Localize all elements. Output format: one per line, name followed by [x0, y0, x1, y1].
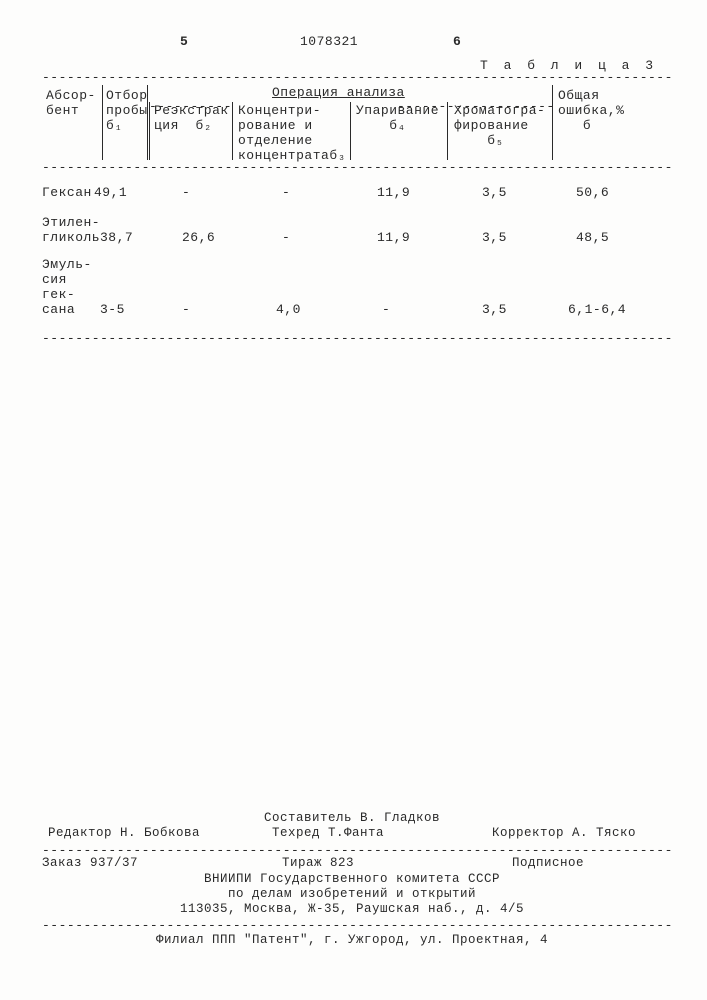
footer-order: Заказ 937/37 [42, 856, 138, 870]
data-table: ----------------------------------------… [42, 70, 672, 346]
footer-addr1: 113035, Москва, Ж-35, Раушская наб., д. … [42, 901, 662, 917]
cell-b5: 3,5 [482, 230, 507, 245]
table-rule-mid: ----------------------------------------… [42, 160, 672, 175]
table-row: Эмуль- сия гек- сана 3-5 - 4,0 - 3,5 6,1… [42, 257, 672, 319]
cell-name: Эмуль- сия гек- сана [42, 257, 92, 317]
table-rule-top: ----------------------------------------… [42, 70, 672, 85]
col-total: Общая ошибка,% б [558, 88, 624, 133]
page: 5 1078321 6 Т а б л и ц а 3 ------------… [0, 0, 707, 1000]
page-num-right: 6 [453, 34, 461, 49]
cell-name: Этилен- гликоль [42, 215, 100, 245]
col-operation: Операция анализа [272, 85, 405, 100]
footer-org1: ВНИИПИ Государственного комитета СССР [42, 871, 662, 887]
cell-b3: 4,0 [276, 302, 301, 317]
col-absorbent: Абсор- бент [46, 88, 96, 118]
col-sampling: Отбор пробы б₁ [106, 88, 148, 133]
col-reextract: Реэкстрак ция б₂ [154, 103, 229, 133]
cell-b3: - [282, 185, 290, 200]
table-row: Гексан 49,1 - - 11,9 3,5 50,6 [42, 185, 672, 205]
cell-b2: - [182, 185, 190, 200]
cell-b5: 3,5 [482, 185, 507, 200]
cell-b2: - [182, 302, 190, 317]
footer-org2: по делам изобретений и открытий [42, 886, 662, 902]
col-evap: Упаривание б₄ [356, 103, 439, 133]
footer-tech: Техред Т.Фанта [272, 826, 384, 840]
cell-b1: 3-5 [100, 302, 125, 317]
cell-total: 6,1-6,4 [568, 302, 626, 317]
cell-b1: 49,1 [94, 185, 127, 200]
table-row: Этилен- гликоль 38,7 26,6 - 11,9 3,5 48,… [42, 215, 672, 247]
cell-b4: - [382, 302, 390, 317]
cell-b1: 38,7 [100, 230, 133, 245]
footer-rule-2: ----------------------------------------… [42, 918, 672, 933]
cell-b3: - [282, 230, 290, 245]
footer-subscription: Подписное [512, 856, 584, 870]
footer-compiler: Составитель В. Гладков [42, 810, 662, 826]
cell-b5: 3,5 [482, 302, 507, 317]
table-header-row: Абсор- бент Отбор пробы б₁ Операция анал… [42, 85, 672, 160]
footer-circ: Тираж 823 [282, 856, 354, 870]
col-chrom: Хроматогра- фирование б₅ [454, 103, 545, 148]
page-num-left: 5 [180, 34, 188, 49]
cell-name: Гексан [42, 185, 92, 200]
document-number: 1078321 [300, 34, 358, 49]
cell-total: 48,5 [576, 230, 609, 245]
cell-b4: 11,9 [377, 185, 410, 200]
footer-editor: Редактор Н. Бобкова [48, 826, 200, 840]
cell-total: 50,6 [576, 185, 609, 200]
footer-corrector: Корректор А. Тяско [492, 826, 636, 840]
cell-b2: 26,6 [182, 230, 215, 245]
table-rule-bottom: ----------------------------------------… [42, 331, 672, 346]
footer-branch: Филиал ППП "Патент", г. Ужгород, ул. Про… [42, 932, 662, 948]
col-concentrate: Концентри- рование и отделение концентра… [238, 103, 346, 163]
table-body: Гексан 49,1 - - 11,9 3,5 50,6 Этилен- гл… [42, 185, 672, 319]
cell-b4: 11,9 [377, 230, 410, 245]
